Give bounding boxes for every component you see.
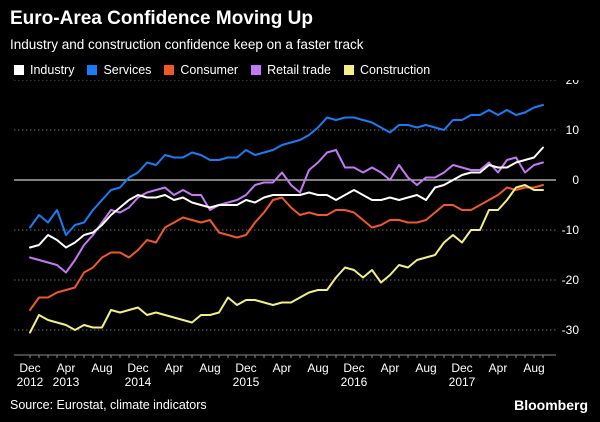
legend: Industry Services Consumer Retail trade Cons… <box>14 63 443 77</box>
x-tick-label-month: Dec <box>451 361 472 375</box>
x-tick-label-month: Aug <box>307 361 328 375</box>
legend-label: Construction <box>360 63 431 77</box>
legend-swatch <box>87 65 98 75</box>
legend-item: Consumer <box>164 63 238 77</box>
legend-item: Services <box>87 63 151 77</box>
y-tick-label: -20 <box>562 273 580 287</box>
legend-swatch <box>164 65 175 75</box>
grid-lines <box>14 80 556 331</box>
x-tick-label-month: Apr <box>381 361 400 375</box>
y-axis-labels: 20 10 0 -10 -20 -30 <box>562 80 580 337</box>
series-line-construction <box>29 184 544 334</box>
x-tick-label-year: 2016 <box>341 375 368 389</box>
x-tick-label-year: 2012 <box>17 375 44 389</box>
x-tick-label-month: Apr <box>489 361 508 375</box>
x-tick-label-month: Dec <box>235 361 256 375</box>
series-line-consumer <box>29 184 544 311</box>
legend-swatch <box>14 65 24 75</box>
series-lines <box>29 104 544 334</box>
legend-label: Industry <box>30 63 75 77</box>
x-tick-label-month: Dec <box>343 361 364 375</box>
series-line-services <box>29 104 544 236</box>
x-tick-label-month: Aug <box>91 361 112 375</box>
legend-item: Retail trade <box>251 63 331 77</box>
legend-swatch <box>344 65 355 75</box>
brand-logo: Bloomberg <box>514 397 588 413</box>
x-tick-label-year: 2015 <box>233 375 260 389</box>
y-tick-label: 20 <box>566 80 580 87</box>
x-tick-label-month: Aug <box>415 361 436 375</box>
y-tick-label: 10 <box>566 123 580 137</box>
x-tick-label-month: Apr <box>57 361 76 375</box>
chart-subtitle: Industry and construction confidence kee… <box>10 37 364 52</box>
x-tick-label-month: Dec <box>127 361 148 375</box>
x-tick-label-month: Aug <box>199 361 220 375</box>
y-tick-label: -10 <box>562 223 580 237</box>
x-tick-label-month: Aug <box>523 361 544 375</box>
legend-swatch <box>251 65 262 75</box>
legend-label: Consumer <box>180 63 239 77</box>
legend-item: Industry <box>14 63 74 77</box>
x-tick-label-year: 2013 <box>53 375 80 389</box>
series-line-industry <box>29 146 544 249</box>
y-tick-label: -30 <box>562 323 580 337</box>
x-axis <box>14 354 556 358</box>
x-tick-label-month: Dec <box>19 361 40 375</box>
source-note: Source: Eurostat, climate indicators <box>10 398 207 412</box>
legend-label: Services <box>103 63 152 77</box>
x-tick-label-month: Apr <box>165 361 184 375</box>
legend-label: Retail trade <box>267 63 332 77</box>
x-tick-label-year: 2017 <box>449 375 476 389</box>
x-tick-label-month: Apr <box>273 361 292 375</box>
y-tick-label: 0 <box>572 173 579 187</box>
x-tick-label-year: 2014 <box>125 375 152 389</box>
legend-item: Construction <box>344 63 430 77</box>
chart-title: Euro-Area Confidence Moving Up <box>10 8 313 29</box>
